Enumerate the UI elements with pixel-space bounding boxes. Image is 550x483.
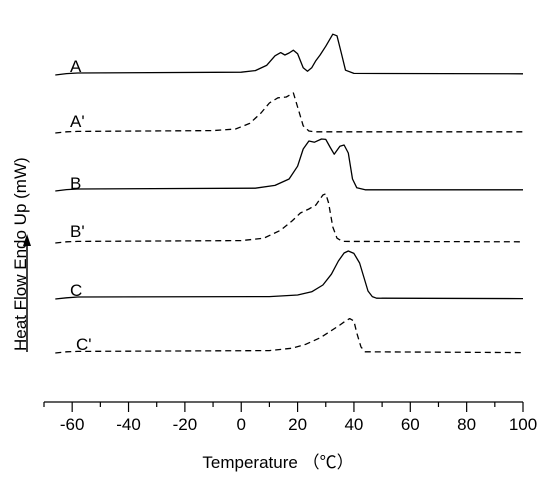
curve-a <box>55 33 524 76</box>
curve-labels-group: A A' B B' C C' <box>70 57 92 354</box>
curve-b-prime <box>55 193 524 244</box>
x-axis-title: Temperature （℃） <box>202 453 353 472</box>
curve-b <box>55 138 523 192</box>
x-tick-label: -40 <box>116 415 141 434</box>
curve-label-a: A <box>70 57 82 76</box>
x-tick-label: 80 <box>457 415 476 434</box>
curve-label-b-prime: B' <box>70 222 85 241</box>
y-axis-title: Heat Flow Endo Up (mW) <box>11 157 30 351</box>
x-ticks-group: -60 -40 -20 0 20 40 60 80 100 <box>43 402 537 434</box>
curve-a-prime <box>55 92 523 134</box>
x-tick-label: -60 <box>60 415 85 434</box>
x-tick-label: 40 <box>344 415 363 434</box>
curves-group <box>55 33 524 354</box>
x-tick-label: 60 <box>401 415 420 434</box>
x-tick-label: 0 <box>237 415 246 434</box>
curve-c <box>55 250 524 300</box>
curve-label-c: C <box>70 281 82 300</box>
y-axis-arrow-head <box>23 234 31 246</box>
x-tick-label: 20 <box>288 415 307 434</box>
curve-label-a-prime: A' <box>70 112 85 131</box>
x-tick-label: 100 <box>509 415 537 434</box>
y-axis-title-group: Heat Flow Endo Up (mW) <box>11 157 31 352</box>
curve-label-b: B <box>70 174 81 193</box>
x-tick-label: -20 <box>173 415 198 434</box>
curve-label-c-prime: C' <box>76 335 92 354</box>
curve-c-prime <box>55 317 524 354</box>
